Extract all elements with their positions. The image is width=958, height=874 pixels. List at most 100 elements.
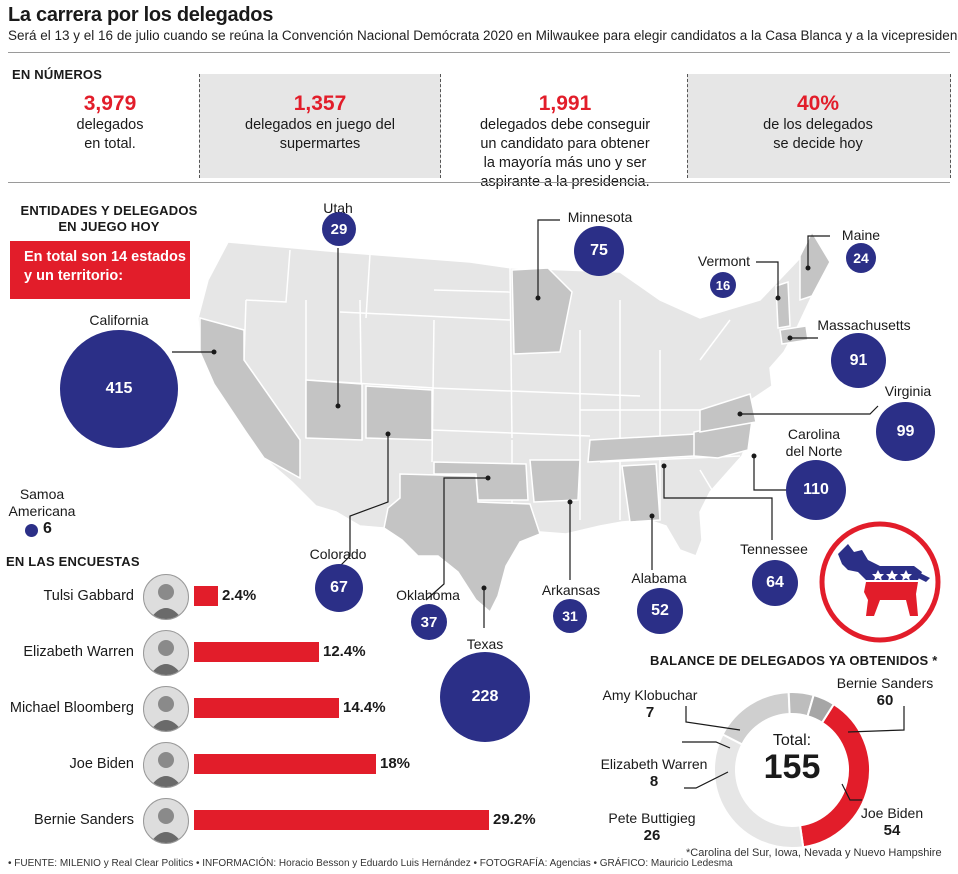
encuestas-heading: EN LAS ENCUESTAS <box>6 554 140 569</box>
poll-value-label: 18% <box>380 755 411 772</box>
connector-lines <box>172 219 879 628</box>
poll-candidate-name: Bernie Sanders <box>34 812 134 828</box>
state-bubble-samoa <box>25 524 38 537</box>
poll-candidate-name: Tulsi Gabbard <box>43 588 134 604</box>
state-label-vermont: Vermont <box>697 253 751 269</box>
stat-text: la mayoría más uno y ser <box>483 155 647 171</box>
map-utah <box>305 379 363 441</box>
map-arkansas <box>529 459 581 503</box>
connector-maine <box>807 235 830 268</box>
numeros-heading: EN NÚMEROS <box>12 67 103 82</box>
stat-value: 3,979 <box>83 92 137 115</box>
divider <box>8 182 950 183</box>
poll-candidate-name: Michael Bloomberg <box>9 700 134 716</box>
connector-oklahoma <box>425 477 488 601</box>
divider <box>8 52 950 53</box>
state-bubble-vermont: 16 <box>710 272 736 298</box>
stat-text: delegados en juego del <box>245 117 395 133</box>
poll-value-label: 14.4% <box>343 699 386 716</box>
state-label-maine: Maine <box>841 227 881 243</box>
stat-box-2-bg <box>199 74 441 178</box>
connector-vermont <box>756 261 779 298</box>
donut-label-buttigieg: Pete Buttigieg 26 <box>608 810 696 844</box>
state-label-massachusetts: Massachusetts <box>817 317 911 333</box>
state-label-texas: Texas <box>466 636 504 652</box>
stat-supermartes: 1,357 delegados en juego del supermartes <box>200 92 440 154</box>
candidate-photo <box>143 630 189 676</box>
entidades-summary-box: En total son 14 estados y un territorio: <box>10 241 190 299</box>
map-colorado <box>365 385 433 441</box>
stat-box-4-bg <box>687 74 951 178</box>
balance-footnote: *Carolina del Sur, Iowa, Nevada y Nuevo … <box>686 847 942 859</box>
map-alabama <box>621 463 661 523</box>
state-bubble-virginia: 99 <box>876 402 935 461</box>
state-label-california: California <box>89 312 149 328</box>
stat-total-delegados: 3,979 delegados en total. <box>40 92 180 154</box>
state-bubble-north-carolina: 110 <box>786 460 846 520</box>
donut-label-warren: Elizabeth Warren 8 <box>600 756 708 790</box>
connector-tennessee <box>663 466 773 540</box>
state-bubble-maine: 24 <box>846 243 876 273</box>
candidate-photo <box>143 686 189 732</box>
state-bubble-colorado: 67 <box>315 564 363 612</box>
candidate-photo <box>143 798 189 844</box>
state-bubble-massachusetts: 91 <box>831 333 886 388</box>
poll-bar <box>194 698 339 718</box>
poll-bar <box>194 642 319 662</box>
delegates-donut-chart <box>713 691 871 849</box>
stat-value: 1,357 <box>293 92 347 115</box>
poll-candidate-name: Elizabeth Warren <box>23 644 134 660</box>
poll-bar <box>194 810 489 830</box>
connector-north-carolina <box>753 456 790 491</box>
poll-bar <box>194 754 376 774</box>
state-label-alabama: Alabama <box>631 570 687 586</box>
stat-value: 1,991 <box>538 92 592 115</box>
connector-colorado <box>339 434 389 567</box>
balance-heading: BALANCE DE DELEGADOS YA OBTENIDOS * <box>650 653 938 668</box>
stat-text: de los delegados <box>763 117 873 133</box>
state-label-utah: Utah <box>323 200 353 216</box>
stat-text: en total. <box>84 136 136 152</box>
poll-value-label: 29.2% <box>493 811 536 828</box>
stat-porcentaje: 40% de los delegados se decide hoy <box>687 92 949 154</box>
connector-dots <box>211 265 811 591</box>
candidate-photo <box>143 574 189 620</box>
state-label-minnesota: Minnesota <box>567 209 633 225</box>
state-bubble-utah: 29 <box>322 212 356 246</box>
page-title: La carrera por los delegados <box>8 4 274 26</box>
state-bubble-california: 415 <box>60 330 178 448</box>
map-minnesota <box>511 267 573 355</box>
connector-minnesota <box>537 219 560 298</box>
state-value-samoa: 6 <box>43 520 52 537</box>
state-label-samoa: Samoa Americana <box>8 486 76 519</box>
state-label-colorado: Colorado <box>309 546 367 562</box>
donut-slice <box>806 693 836 725</box>
state-label-north-carolina: Carolina del Norte <box>785 426 843 459</box>
state-label-arkansas: Arkansas <box>541 582 601 598</box>
state-bubble-minnesota: 75 <box>574 226 624 276</box>
map-texas <box>383 473 541 614</box>
entidades-heading: ENTIDADES Y DELEGADOS EN JUEGO HOY <box>20 203 198 234</box>
candidate-photo <box>143 742 189 788</box>
state-bubble-arkansas: 31 <box>553 599 587 633</box>
donut-center-label: Total: <box>772 732 812 749</box>
stat-text: un candidato para obtener <box>480 136 650 152</box>
state-label-oklahoma: Oklahoma <box>396 587 460 603</box>
map-virginia <box>699 393 757 433</box>
donut-label-biden: Joe Biden 54 <box>860 805 924 839</box>
page-subtitle: Será el 13 y el 16 de julio cuando se re… <box>8 28 958 43</box>
poll-value-label: 2.4% <box>222 587 257 604</box>
map-vermont <box>775 280 791 329</box>
stat-text: se decide hoy <box>773 136 863 152</box>
poll-bar <box>194 586 218 606</box>
democrat-donkey-logo <box>819 521 941 643</box>
highlighted-states <box>199 230 831 614</box>
donut-label-sanders: Bernie Sanders 60 <box>836 675 934 709</box>
connector-virginia <box>740 405 879 415</box>
state-bubble-alabama: 52 <box>637 588 683 634</box>
state-bubble-oklahoma: 37 <box>411 604 447 640</box>
state-label-virginia: Virginia <box>884 383 932 399</box>
poll-value-label: 12.4% <box>323 643 366 660</box>
